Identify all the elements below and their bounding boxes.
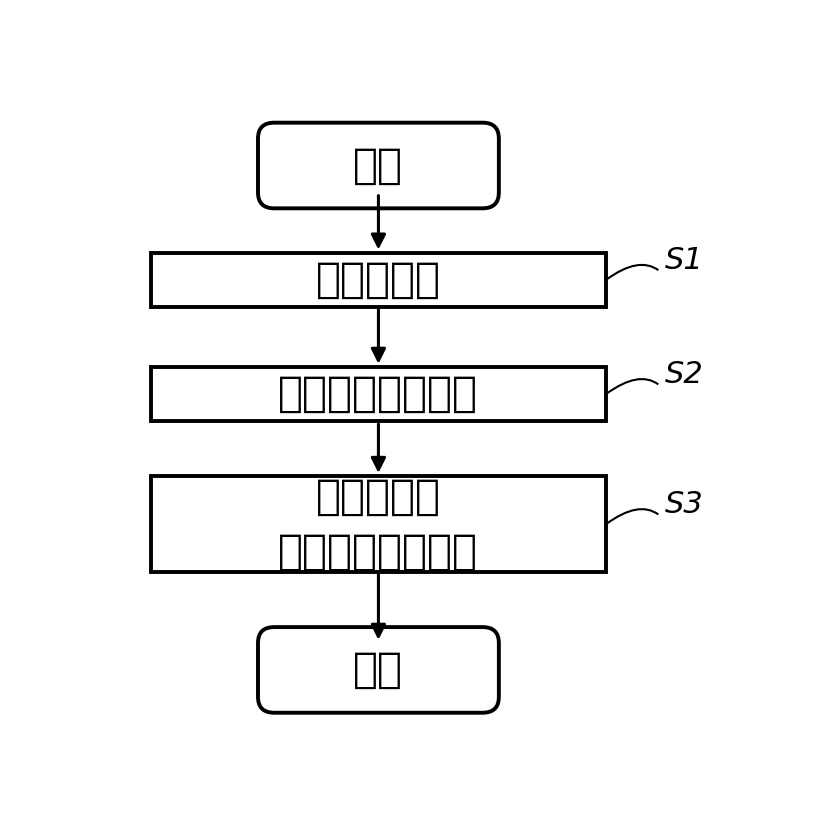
Text: S3: S3 (665, 490, 704, 519)
Text: 结束: 结束 (354, 649, 403, 691)
FancyBboxPatch shape (258, 123, 499, 208)
Text: 提取帧信息: 提取帧信息 (316, 259, 441, 301)
Text: 开始: 开始 (354, 144, 403, 186)
Text: S2: S2 (665, 360, 704, 390)
Text: S1: S1 (665, 246, 704, 275)
Bar (150, 367, 606, 421)
FancyBboxPatch shape (258, 627, 499, 713)
Bar (150, 476, 606, 572)
Bar (150, 253, 606, 307)
Text: 控制帧信息的输出: 控制帧信息的输出 (278, 373, 479, 415)
Text: 将帧信息与
条目信息进行比较: 将帧信息与 条目信息进行比较 (278, 475, 479, 573)
